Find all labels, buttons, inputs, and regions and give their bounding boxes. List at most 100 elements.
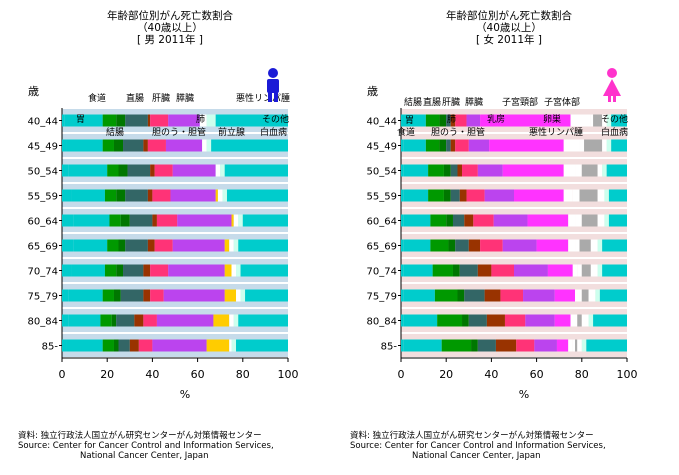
bar-segment (125, 189, 148, 202)
bar-segment (491, 264, 514, 277)
bar-segment (484, 189, 514, 202)
bar-segment (66, 139, 103, 152)
bar-segment (563, 164, 576, 177)
bar-segment (138, 339, 153, 352)
bar-segment (236, 339, 288, 352)
bar-segment (118, 339, 130, 352)
x-tick-label: 100 (278, 368, 299, 381)
bar-segment (199, 114, 207, 127)
bar-segment (606, 114, 612, 127)
source-line-en: Source: Center for Cancer Control and In… (18, 441, 274, 451)
source-line-ja: 資料: 独立行政法人国立がん研究センターがん対策情報センター (18, 431, 262, 441)
y-tick-label: 75_79 (28, 292, 58, 303)
bar-segment (425, 139, 440, 152)
bar-segment (579, 289, 582, 302)
bar-segment (572, 339, 576, 352)
bar-segment (62, 264, 72, 277)
bar-segment (401, 239, 404, 252)
bar-segment (459, 189, 467, 202)
annotation-label: 結腸 (106, 126, 124, 138)
bar-segment (441, 339, 472, 352)
bar-segment (403, 189, 429, 202)
bar-segment (113, 289, 121, 302)
bar-segment (432, 264, 453, 277)
bar-segment (457, 164, 463, 177)
bar-segment (242, 214, 288, 227)
bar-segment (238, 239, 288, 252)
bar-segment (428, 164, 444, 177)
bar-segment (579, 189, 598, 202)
bar-segment (608, 189, 627, 202)
y-tick-label: 85- (381, 342, 398, 353)
bar-segment (403, 239, 431, 252)
bar-segment (452, 264, 460, 277)
bar-segment (143, 139, 148, 152)
female-title-line2: （40歳以上） (476, 22, 542, 34)
bar-segment (575, 214, 582, 227)
bar-segment (202, 139, 207, 152)
bar-segment (129, 339, 139, 352)
bar-segment (597, 189, 605, 202)
bar-segment (556, 339, 569, 352)
bar-segment (147, 189, 153, 202)
bar-segment (403, 314, 438, 327)
male-chart: 40_44 45_49 50_54 55_59 60_64 65_69 70_74 75_79… (28, 68, 299, 401)
y-tick-label: 80_84 (367, 317, 397, 328)
bar-segment (168, 264, 225, 277)
bar-segment (170, 189, 216, 202)
y-tick-label: 55_59 (28, 192, 58, 203)
bar-segment (206, 139, 212, 152)
bar-segment (206, 114, 216, 127)
bar-segment (604, 214, 609, 227)
bar-segment (236, 264, 241, 277)
annotation-label: 白血病 (260, 126, 287, 138)
bar-segment (154, 164, 173, 177)
bar-segment (446, 114, 451, 127)
female-panel: 年齢部位別がん死亡数割合 （40歳以上） [ 女 2011年 ] 40_44 45… (339, 0, 679, 475)
bar-segment (109, 214, 121, 227)
y-tick-label: 45_49 (367, 142, 397, 153)
annotation-label: 胆のう・胆管 (152, 126, 206, 138)
annotation-label: 子宮頸部 (502, 96, 538, 108)
x-tick-label: 100 (617, 368, 638, 381)
bar-segment (401, 114, 426, 127)
bar-segment (570, 114, 591, 127)
bar-segment (434, 289, 458, 302)
y-tick-label: 70_74 (367, 267, 397, 278)
bar-segment (403, 339, 442, 352)
bar-segment (152, 339, 207, 352)
bar-segment (224, 164, 288, 177)
bar-segment (224, 264, 232, 277)
bar-segment (168, 114, 200, 127)
annotation-label: 乳房 (487, 113, 505, 125)
bar-segment (66, 339, 103, 352)
y-tick-label: 70_74 (28, 267, 58, 278)
bar-segment (238, 214, 243, 227)
male-panel: 年齢部位別がん死亡数割合 （40歳以上） [ 男 2011年 ] 40_44 45… (28, 10, 299, 401)
source-line-en2: National Cancer Center, Japan (80, 451, 209, 461)
bar-segment (152, 214, 157, 227)
bar-segment (62, 239, 74, 252)
bar-segment (229, 314, 234, 327)
male-title-line1: 年齢部位別がん死亡数割合 (107, 10, 233, 22)
bar-segment (401, 139, 404, 152)
male-title-line3: [ 男 2011年 ] (137, 34, 203, 46)
bar-segment (575, 164, 582, 177)
bar-segment (62, 139, 67, 152)
x-tick-label: 40 (145, 368, 159, 381)
bar-segment (116, 114, 126, 127)
bar-segment (116, 314, 135, 327)
bar-segment (473, 214, 494, 227)
female-chart: 40_44 45_49 50_54 55_59 60_64 65_69 70_74 75_79… (367, 68, 638, 401)
bar-segment (514, 264, 548, 277)
source-line-en: Source: Center for Cancer Control and In… (350, 441, 606, 451)
bar-segment (129, 214, 153, 227)
bar-segment (425, 114, 440, 127)
bar-segment (568, 239, 576, 252)
bar-segment (471, 339, 478, 352)
bar-segment (579, 239, 591, 252)
bar-segment (504, 314, 526, 327)
bar-segment (466, 189, 485, 202)
bar-segment (430, 214, 447, 227)
bar-segment (428, 189, 444, 202)
